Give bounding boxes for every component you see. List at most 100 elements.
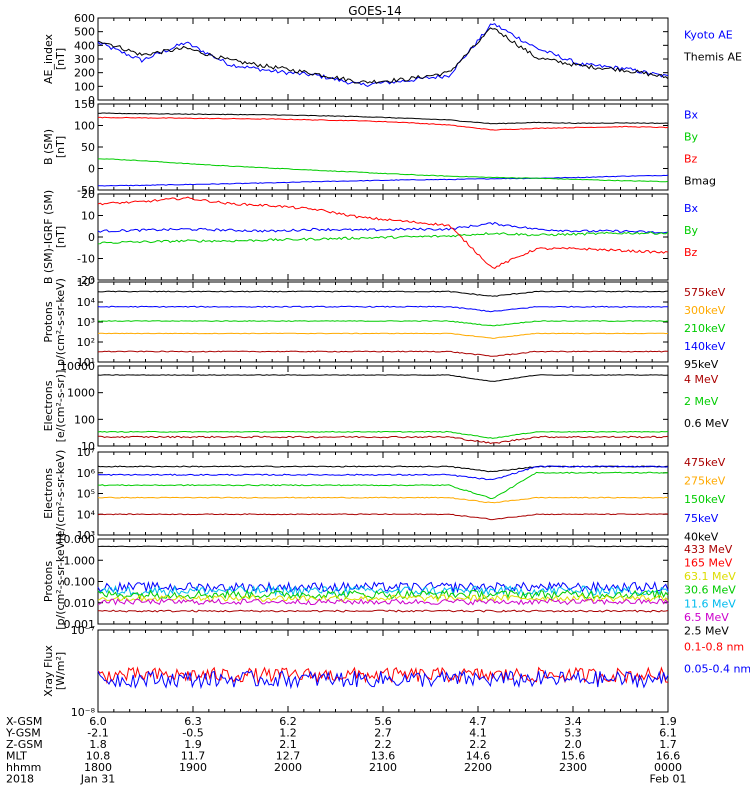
- y-tick-label: -10: [77, 253, 95, 266]
- legend-entry: Bx: [684, 109, 699, 122]
- footer-row-label: X-GSM: [6, 715, 42, 728]
- footer-value: 1900: [179, 761, 207, 774]
- series-line: [97, 471, 669, 500]
- legend-entry: 6.5 MeV: [684, 611, 729, 624]
- legend-entry: 0.05-0.4 nm: [684, 663, 750, 676]
- y-axis-label: [nT]: [54, 48, 67, 70]
- series-line: [97, 465, 669, 473]
- footer-value: 6.0: [89, 715, 107, 728]
- series-line: [97, 350, 669, 357]
- legend-entry: 0.6 MeV: [684, 417, 729, 430]
- y-tick-label: 100: [74, 80, 95, 93]
- footer-value: 2.1: [279, 738, 297, 751]
- footer-value: 2.2: [374, 738, 392, 751]
- y-tick-label: 600: [74, 12, 95, 25]
- footer-value: 2200: [464, 761, 492, 774]
- panel-bsm: 150 100 50 0 -50 B (SM) [nT] Bx By Bz Bmag: [42, 98, 716, 197]
- footer-value: Feb 01: [650, 773, 687, 786]
- legend-entry: By: [684, 224, 699, 237]
- y-tick-label: 10⁵: [77, 276, 95, 289]
- y-axis-label: Protons: [42, 301, 55, 342]
- footer-row-label: Z-GSM: [6, 738, 43, 751]
- legend-entry: By: [684, 131, 699, 144]
- y-tick-label: 300: [74, 53, 95, 66]
- y-axis-label: B (SM)-IGRF (SM): [42, 190, 55, 284]
- panel-protons-low: 10⁵ 10⁴ 10³ 10² 10¹ Protons p/(cm²-s-sr-keV) 57…: [42, 276, 726, 371]
- legend-entry: 4 MeV: [684, 373, 719, 386]
- y-tick-label: 10⁴: [77, 296, 96, 309]
- legend-entry: 165 MeV: [684, 557, 733, 570]
- y-tick-label: 10: [81, 210, 95, 223]
- y-axis-label: [e/(cm²-s-sr)]: [54, 370, 67, 443]
- footer-value: 12.7: [276, 750, 301, 763]
- series-line-kyoto-ae: [97, 23, 669, 87]
- series-line-by: [98, 158, 669, 183]
- y-tick-label: 10000: [60, 360, 95, 373]
- y-tick-label: 20: [81, 188, 95, 201]
- panel-frame: [97, 365, 669, 447]
- legend-entry: 300keV: [684, 304, 726, 317]
- y-tick-label: 400: [74, 39, 95, 52]
- legend-entry: 2 MeV: [684, 395, 719, 408]
- y-axis-label: AE_index: [42, 33, 55, 84]
- panel-protons-mev: 10.000 1.000 0.100 0.010 0.001 Protons [p/(cm²…: [42, 533, 736, 637]
- footer-value: 5.3: [564, 727, 582, 740]
- legend-entry: 75keV: [684, 512, 719, 525]
- legend-entry: 210keV: [684, 322, 726, 335]
- y-axis-label: B (SM): [42, 129, 55, 165]
- y-axis-label: [W/m²]: [54, 652, 67, 690]
- series-line-bz: [97, 196, 669, 269]
- series-line: [97, 332, 669, 339]
- series-line-bz: [97, 116, 669, 131]
- legend-entry: Themis AE: [683, 51, 742, 64]
- legend-entry: 575keV: [684, 286, 726, 299]
- series-line: [97, 435, 669, 445]
- y-tick-label: 1.000: [64, 554, 96, 567]
- series-line: [97, 320, 669, 327]
- y-tick-label: 0: [88, 94, 95, 107]
- footer-value: 1.2: [279, 727, 297, 740]
- y-tick-label: 10⁻⁸: [71, 706, 96, 719]
- footer-row-label: MLT: [6, 750, 27, 763]
- series-line: [97, 598, 669, 606]
- series-line: [97, 513, 669, 521]
- y-axis-label: [p/(cm²-s-sr-keV)]: [54, 533, 67, 630]
- y-tick-label: 10²: [77, 336, 95, 349]
- y-tick-label: 50: [81, 141, 95, 154]
- footer-value: -2.1: [87, 727, 108, 740]
- y-tick-label: 0: [88, 231, 95, 244]
- y-axis-label: Electrons: [42, 380, 55, 431]
- series-line-themis-ae: [97, 27, 669, 84]
- y-tick-label: 1000: [67, 387, 95, 400]
- legend-entry: Bx: [684, 202, 699, 215]
- footer-value: 2.7: [374, 727, 392, 740]
- series-line: [97, 305, 669, 313]
- footer-value: 10.8: [86, 750, 111, 763]
- y-tick-label: 10¹: [77, 356, 95, 369]
- series-line: [97, 496, 669, 504]
- legend-entry: Bz: [684, 246, 698, 259]
- y-tick-label: 10³: [77, 316, 95, 329]
- series-line: [97, 580, 669, 594]
- series-line: [97, 374, 669, 382]
- y-tick-label: -20: [77, 274, 95, 287]
- footer-value: 1.7: [659, 738, 677, 751]
- y-tick-label: 10⁴: [77, 508, 96, 521]
- series-line: [97, 666, 669, 685]
- footer-value: 2300: [559, 761, 587, 774]
- legend-entry: 2.5 MeV: [684, 624, 729, 637]
- series-line: [97, 593, 669, 603]
- series-line: [97, 588, 669, 601]
- y-tick-label: 0.100: [64, 576, 96, 589]
- panel-electrons-kev: 10⁷ 10⁶ 10⁵ 10⁴ 10³ Electrons e/(cm²-s-sr-keV)…: [42, 446, 726, 543]
- y-axis-label: [nT]: [54, 136, 67, 158]
- y-tick-label: 0.001: [64, 618, 96, 631]
- footer-value: 1800: [84, 761, 112, 774]
- y-tick-label: 10⁵: [77, 488, 95, 501]
- footer-value: 2000: [274, 761, 302, 774]
- y-tick-label: 500: [74, 26, 95, 39]
- y-axis-label: Protons: [42, 561, 55, 602]
